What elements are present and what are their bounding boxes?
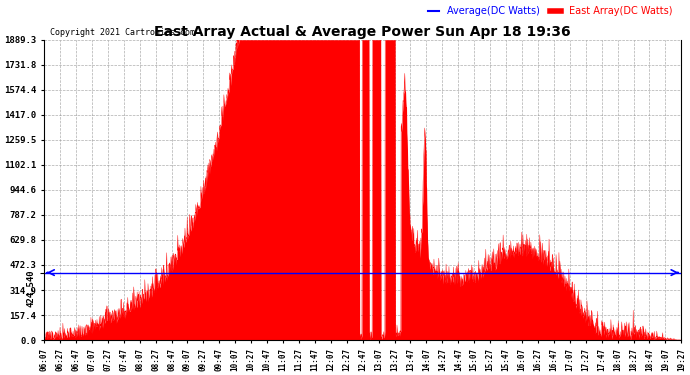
Title: East Array Actual & Average Power Sun Apr 18 19:36: East Array Actual & Average Power Sun Ap… <box>155 25 571 39</box>
Legend: Average(DC Watts), East Array(DC Watts): Average(DC Watts), East Array(DC Watts) <box>424 3 676 20</box>
Text: Copyright 2021 Cartronics.com: Copyright 2021 Cartronics.com <box>50 28 195 37</box>
